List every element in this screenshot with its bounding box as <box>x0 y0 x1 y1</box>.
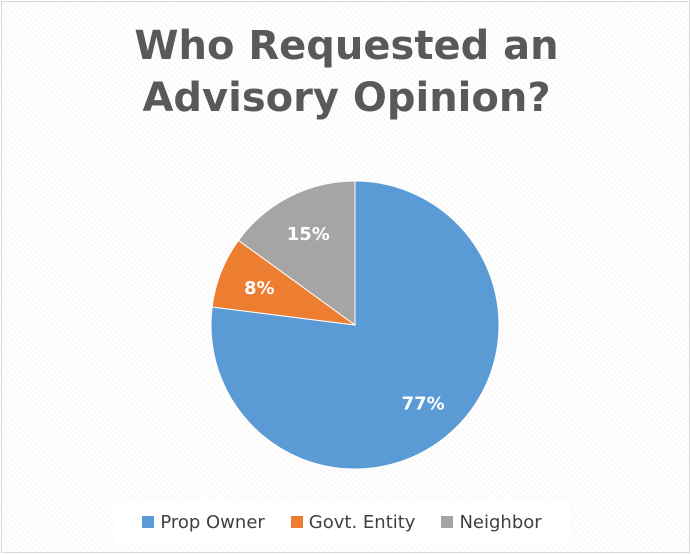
data-label-neighbor: 15% <box>287 224 330 245</box>
legend-swatch-prop-owner <box>142 516 155 528</box>
legend-label-neighbor: Neighbor <box>459 511 542 533</box>
chart-legend: Prop Owner Govt. Entity Neighbor <box>114 500 570 544</box>
chart-title: Who Requested an Advisory Opinion? <box>134 23 559 121</box>
legend-item-prop-owner: Prop Owner <box>142 511 265 533</box>
pie-slice-prop-owner <box>210 180 500 470</box>
pie-slice-neighbor <box>237 180 356 326</box>
legend-label-govt-entity: Govt. Entity <box>308 511 416 533</box>
legend-label-prop-owner: Prop Owner <box>160 511 265 533</box>
legend-item-govt-entity: Govt. Entity <box>290 511 416 533</box>
data-label-govt-entity: 8% <box>244 278 275 299</box>
legend-swatch-neighbor <box>441 516 454 528</box>
legend-swatch-govt-entity <box>290 516 303 528</box>
legend-item-neighbor: Neighbor <box>441 511 542 533</box>
data-label-prop-owner: 77% <box>402 393 445 414</box>
